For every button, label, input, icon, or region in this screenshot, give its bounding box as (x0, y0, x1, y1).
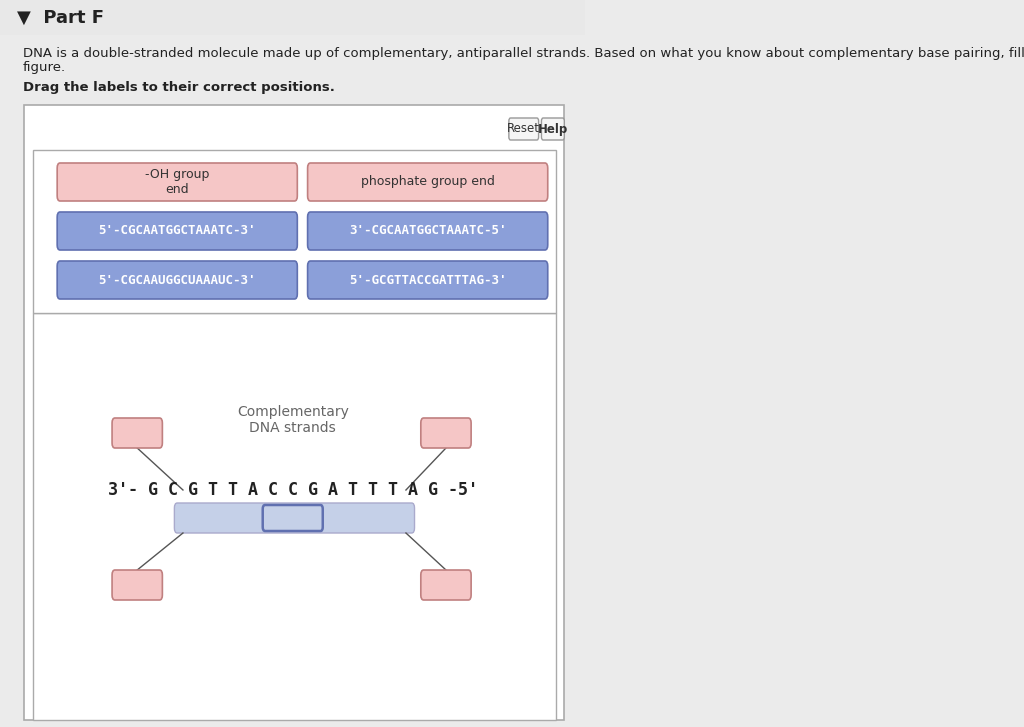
Text: Help: Help (538, 123, 568, 135)
FancyBboxPatch shape (509, 118, 539, 140)
Bar (33, 150, 556, 313)
FancyBboxPatch shape (57, 163, 297, 201)
FancyBboxPatch shape (542, 118, 564, 140)
Text: Drag the labels to their correct positions.: Drag the labels to their correct positio… (23, 81, 335, 95)
FancyBboxPatch shape (307, 261, 548, 299)
FancyBboxPatch shape (57, 261, 297, 299)
Text: Complementary
DNA strands: Complementary DNA strands (237, 405, 349, 435)
Text: 5'-GCGTTACCGATTTAG-3': 5'-GCGTTACCGATTTAG-3' (349, 273, 507, 286)
Bar (24, 105, 564, 720)
Text: ▼  Part F: ▼ Part F (17, 9, 104, 26)
Text: phosphate group end: phosphate group end (360, 175, 495, 188)
FancyBboxPatch shape (112, 570, 163, 600)
Text: DNA is a double-stranded molecule made up of complementary, antiparallel strands: DNA is a double-stranded molecule made u… (23, 47, 1024, 60)
FancyBboxPatch shape (174, 503, 415, 533)
Text: -OH group
end: -OH group end (145, 168, 210, 196)
Text: 5'-CGCAAUGGCUAAAUC-3': 5'-CGCAAUGGCUAAAUC-3' (98, 273, 256, 286)
Bar (33, 313, 556, 720)
FancyBboxPatch shape (307, 212, 548, 250)
FancyBboxPatch shape (57, 212, 297, 250)
FancyBboxPatch shape (421, 570, 471, 600)
FancyBboxPatch shape (263, 505, 323, 531)
FancyBboxPatch shape (307, 163, 548, 201)
Text: Reset: Reset (507, 123, 541, 135)
Bar (0, 0, 586, 35)
FancyBboxPatch shape (421, 418, 471, 448)
Text: 3'- G C G T T A C C G A T T T A G -5': 3'- G C G T T A C C G A T T T A G -5' (108, 481, 478, 499)
FancyBboxPatch shape (112, 418, 163, 448)
Text: figure.: figure. (23, 62, 66, 74)
Text: 3'-CGCAATGGCTAAATC-5': 3'-CGCAATGGCTAAATC-5' (349, 225, 507, 238)
Text: 5'-CGCAATGGCTAAATC-3': 5'-CGCAATGGCTAAATC-3' (98, 225, 256, 238)
